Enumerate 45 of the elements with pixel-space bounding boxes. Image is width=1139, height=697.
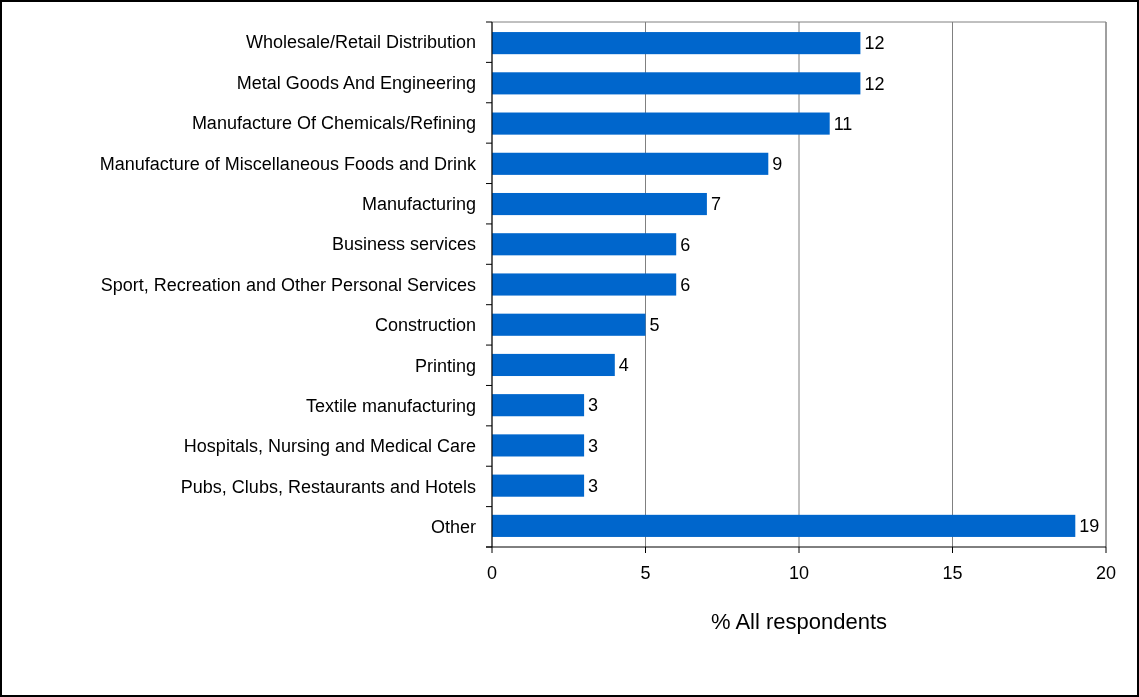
bar <box>492 152 769 175</box>
y-tick-label: Textile manufacturing <box>305 395 476 416</box>
bar <box>492 474 585 497</box>
y-tick-label: Printing <box>414 355 476 376</box>
bar <box>492 514 1076 537</box>
bar <box>492 273 677 296</box>
bar <box>492 313 646 336</box>
y-tick-label: Pubs, Clubs, Restaurants and Hotels <box>180 476 476 497</box>
bar <box>492 434 585 457</box>
data-label: 12 <box>864 73 885 94</box>
x-axis-title: % All respondents <box>710 609 888 634</box>
data-label: 3 <box>588 435 599 456</box>
x-tick-label: 15 <box>942 563 963 583</box>
bar <box>492 112 830 135</box>
data-label: 3 <box>588 475 599 496</box>
bar <box>492 233 677 256</box>
bar <box>492 32 861 55</box>
y-tick-label: Hospitals, Nursing and Medical Care <box>183 436 476 457</box>
x-tick-label: 0 <box>486 563 498 583</box>
y-tick-label: Business services <box>331 234 476 255</box>
data-label: 7 <box>710 194 721 215</box>
y-tick-label: Other <box>430 517 476 538</box>
x-tick-label: 5 <box>640 563 651 583</box>
y-tick-label: Manufacturing <box>361 194 476 215</box>
data-label: 12 <box>864 33 885 54</box>
bar <box>492 353 615 377</box>
x-tick-label: 20 <box>1095 563 1117 583</box>
bar <box>492 394 585 417</box>
bar <box>492 192 707 216</box>
data-label: 9 <box>772 154 783 175</box>
data-label: 19 <box>1079 516 1100 537</box>
data-label: 11 <box>833 113 853 134</box>
data-label: 4 <box>618 355 629 376</box>
data-label: 6 <box>680 234 691 255</box>
y-tick-label: Manufacture Of Chemicals/Refining <box>191 113 476 134</box>
y-tick-label: Wholesale/Retail Distribution <box>245 32 476 53</box>
y-tick-label: Sport, Recreation and Other Personal Services <box>100 274 476 295</box>
x-tick-label: 10 <box>788 563 810 583</box>
y-tick-label: Metal Goods And Engineering <box>236 72 476 93</box>
y-tick-label: Construction <box>374 315 476 336</box>
y-tick-label: Manufacture of Miscellaneous Foods and Drink <box>99 153 477 174</box>
bar <box>492 72 861 95</box>
data-label: 3 <box>588 395 599 416</box>
data-label: 6 <box>680 274 691 295</box>
data-label: 5 <box>649 315 660 336</box>
